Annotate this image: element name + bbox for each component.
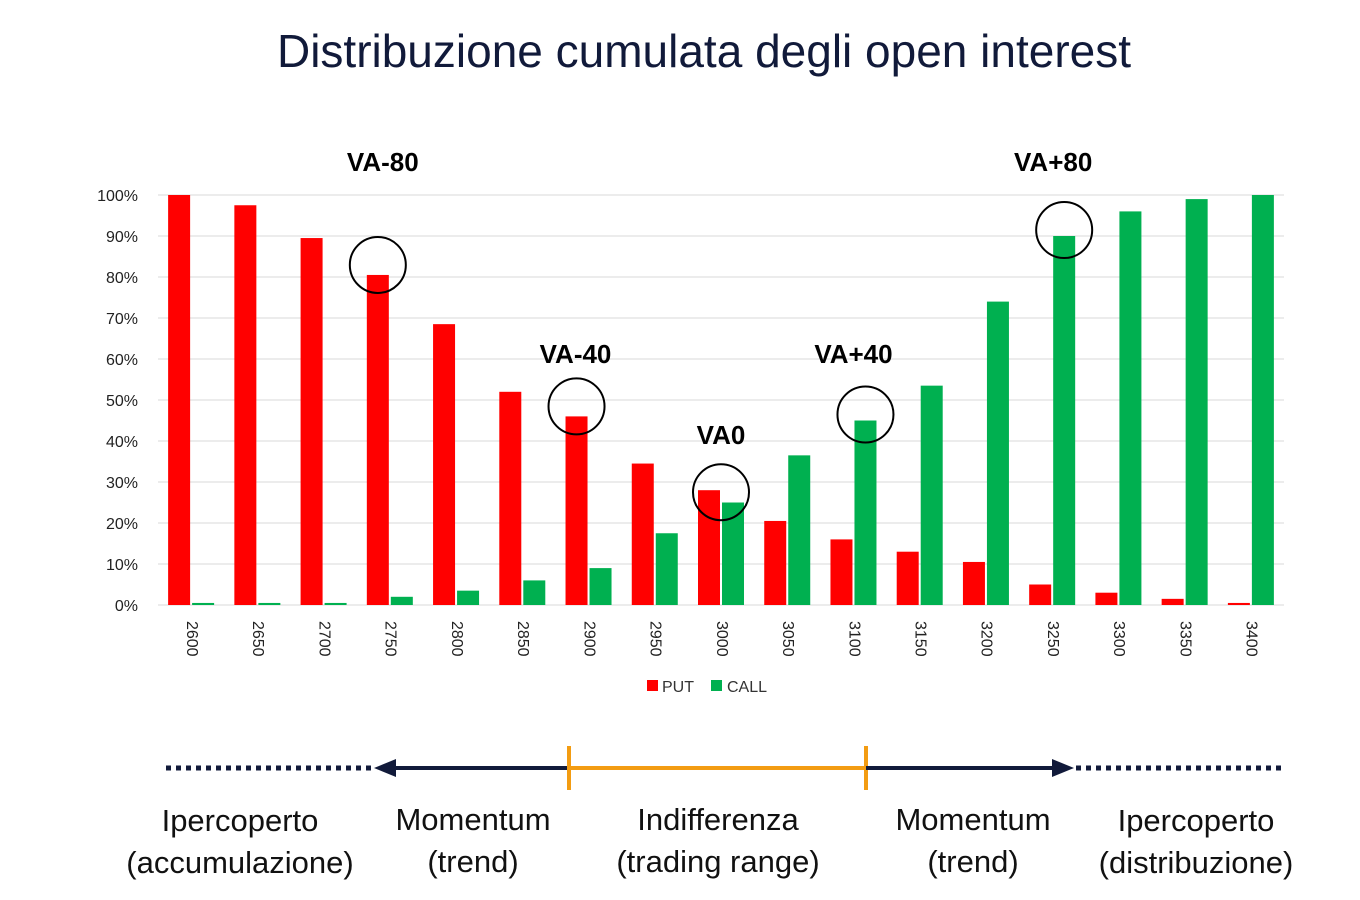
annotation-circle: [836, 385, 895, 444]
y-tick-label: 40%: [106, 434, 138, 451]
x-tick-label: 2900: [580, 621, 597, 657]
x-tick-label: 2850: [514, 621, 531, 657]
annotation-circle: [692, 463, 750, 522]
zone-labels: Ipercoperto (accumulazione) Momentum (tr…: [126, 802, 1293, 880]
put-bar: [1161, 598, 1184, 605]
call-bar: [1251, 195, 1274, 605]
y-tick-label: 70%: [106, 311, 138, 328]
call-bar: [589, 568, 612, 605]
annotation-circle: [348, 235, 407, 294]
legend: PUT CALL: [647, 679, 767, 696]
call-bar: [324, 602, 347, 605]
x-tick-label: 3100: [845, 621, 862, 657]
legend-label-put: PUT: [662, 679, 694, 696]
call-bar: [1119, 211, 1142, 605]
legend-label-call: CALL: [727, 679, 767, 696]
put-bar: [234, 205, 257, 605]
put-bar: [1029, 584, 1052, 605]
market-phase-axis: [166, 746, 1282, 790]
call-bar: [655, 533, 678, 605]
y-tick-label: 10%: [106, 557, 138, 574]
put-bar: [499, 391, 522, 605]
zone-1-line2: (accumulazione): [126, 845, 353, 880]
call-bar: [1185, 199, 1208, 605]
annotation-circle: [547, 377, 606, 436]
put-bar: [300, 238, 323, 606]
annotation-circles: [348, 201, 1094, 522]
annotation-label: VA+40: [814, 339, 892, 369]
y-tick-label: 30%: [106, 475, 138, 492]
zone-3-line2: (trading range): [616, 844, 819, 879]
x-tick-label: 2750: [382, 621, 399, 657]
chart-title: Distribuzione cumulata degli open intere…: [277, 25, 1131, 77]
zone-2-line1: Momentum: [395, 802, 550, 837]
x-tick-label: 2700: [315, 621, 332, 657]
call-bar: [854, 420, 877, 605]
zone-1-line1: Ipercoperto: [162, 803, 319, 838]
put-bar: [830, 539, 853, 605]
call-bar: [258, 602, 281, 605]
annotation-label: VA-40: [540, 339, 612, 369]
zone-3-line1: Indifferenza: [637, 802, 799, 837]
x-tick-label: 3300: [1110, 621, 1127, 657]
y-tick-label: 100%: [97, 188, 138, 205]
put-bar: [698, 490, 720, 605]
call-bar: [722, 502, 744, 605]
legend-swatch-put: [647, 680, 658, 691]
x-tick-label: 2800: [448, 621, 465, 657]
y-tick-label: 50%: [106, 393, 138, 410]
y-tick-label: 60%: [106, 352, 138, 369]
put-bar: [1095, 592, 1118, 605]
call-bar: [192, 602, 215, 605]
arrow-right-icon: [1052, 759, 1074, 777]
y-tick-label: 20%: [106, 516, 138, 533]
put-bar: [896, 551, 919, 605]
legend-swatch-call: [711, 680, 722, 691]
call-bar: [920, 385, 943, 605]
zone-4-line1: Momentum: [895, 802, 1050, 837]
call-bar: [523, 580, 546, 605]
put-bar: [565, 416, 588, 605]
x-tick-label: 3000: [713, 621, 730, 657]
put-bar: [962, 561, 985, 605]
x-axis-ticks: 2600 2650 2700 2750 2800 2850 2900 2950 3000 3050…: [183, 621, 1260, 657]
x-tick-label: 3250: [1044, 621, 1061, 657]
gridlines: [158, 194, 1284, 606]
x-tick-label: 3050: [779, 621, 796, 657]
annotation-labels: VA-80 VA-40 VA0 VA+40 VA+80: [347, 147, 1092, 450]
put-bar: [764, 520, 787, 605]
put-bar: [631, 463, 654, 605]
x-tick-label: 3150: [911, 621, 928, 657]
zone-5-line2: (distribuzione): [1099, 845, 1294, 880]
annotation-circle: [1035, 201, 1094, 259]
annotation-label: VA-80: [347, 147, 419, 177]
x-tick-label: 3400: [1243, 621, 1260, 657]
y-tick-label: 90%: [106, 229, 138, 246]
put-bar: [1227, 602, 1250, 605]
y-tick-label: 0%: [115, 598, 138, 615]
zone-4-line2: (trend): [927, 844, 1018, 879]
x-tick-label: 3200: [978, 621, 995, 657]
y-axis-ticks: 0% 10% 20% 30% 40% 50% 60% 70% 80% 90% 100%: [97, 188, 138, 615]
annotation-label: VA+80: [1014, 147, 1092, 177]
put-bar: [366, 274, 389, 605]
x-tick-label: 2950: [647, 621, 664, 657]
put-bar: [168, 195, 191, 605]
zone-5-line1: Ipercoperto: [1118, 803, 1275, 838]
call-bar: [986, 301, 1009, 605]
annotation-label: VA0: [697, 420, 746, 450]
zone-2-line2: (trend): [427, 844, 518, 879]
call-bar: [788, 455, 811, 605]
bar-series: [168, 195, 1274, 606]
call-bar: [457, 590, 480, 605]
call-bar: [1053, 236, 1076, 605]
call-bar: [390, 596, 413, 605]
arrow-left-icon: [374, 759, 396, 777]
x-tick-label: 2650: [249, 621, 266, 657]
y-tick-label: 80%: [106, 270, 138, 287]
x-tick-label: 3350: [1176, 621, 1193, 657]
put-bar: [433, 324, 456, 605]
x-tick-label: 2600: [183, 621, 200, 657]
